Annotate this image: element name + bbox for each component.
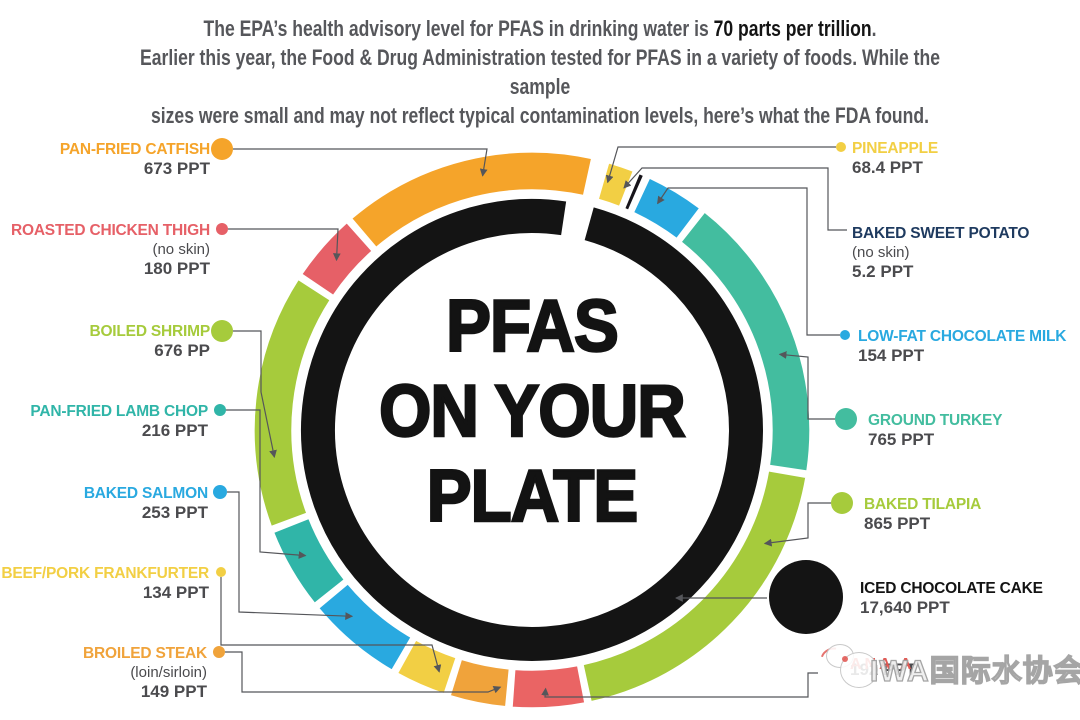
ring-segment-broiled_steak: [449, 658, 511, 708]
label-baked_salmon: BAKED SALMON 253 PPT: [84, 484, 208, 522]
food-value: 865 PPT: [864, 514, 931, 533]
header-line-3: sizes were small and may not reflect typ…: [151, 103, 929, 128]
value-dot-baked_tilapia: [831, 492, 853, 514]
leader-line-chicken_thigh: [228, 228, 341, 262]
watermark-text: IWA国际水协会: [869, 654, 1080, 688]
ring-segment-baked_salmon: [317, 582, 413, 672]
food-value: 68.4 PPT: [852, 158, 923, 177]
ring-segment-ground_turkey: [680, 211, 811, 472]
food-name: BROILED STEAK: [83, 645, 207, 662]
food-value: 253 PPT: [141, 503, 208, 522]
food-value: 5.2 PPT: [852, 262, 914, 281]
leader-line-obscured: [541, 672, 818, 698]
header-text: The EPA’s health advisory level for PFAS…: [119, 14, 961, 130]
leader-line-broiled_steak: [225, 651, 502, 694]
label-broiled_steak: BROILED STEAK (loin/sirloin) 149 PPT: [83, 644, 207, 701]
label-cake: ICED CHOCOLATE CAKE 17,640 PPT: [860, 579, 1043, 617]
food-value: 180 PPT: [143, 259, 210, 278]
ring-segment-obscured: [511, 664, 586, 709]
value-dot-chicken_thigh: [216, 223, 228, 235]
food-value: 673 PPT: [143, 159, 210, 178]
leader-line-frankfurter: [220, 577, 442, 673]
value-dot-frankfurter: [216, 567, 226, 577]
leader-line-chocolate_milk: [657, 187, 840, 336]
header-line-1: The EPA’s health advisory level for PFAS…: [203, 16, 877, 41]
label-sweet_potato: BAKED SWEET POTATO (no skin) 5.2 PPT: [852, 224, 1029, 281]
infographic-title: PFAS ON YOUR PLATE: [348, 284, 716, 539]
food-value: 134 PPT: [142, 583, 209, 602]
leader-line-lamb_chop: [226, 409, 307, 559]
title-line-1: PFAS: [445, 285, 620, 369]
value-dot-baked_salmon: [213, 485, 227, 499]
value-dot-ground_turkey: [835, 408, 857, 430]
ring-segment-frankfurter: [396, 639, 458, 695]
food-value: 149 PPT: [140, 682, 207, 701]
ring-segment-chocolate_milk: [632, 177, 701, 240]
food-value: 17,640 PPT: [860, 598, 950, 617]
title-line-3: PLATE: [426, 455, 640, 539]
value-dot-pineapple: [836, 142, 846, 152]
value-dot-broiled_steak: [213, 646, 225, 658]
watermark-logo-red-dot: [842, 656, 848, 662]
label-baked_tilapia: BAKED TILAPIA 865 PPT: [864, 495, 981, 533]
label-catfish: PAN-FRIED CATFISH 673 PPT: [60, 140, 210, 178]
header-line-2: Earlier this year, the Food & Drug Admin…: [140, 45, 940, 99]
label-frankfurter: BEEF/PORK FRANKFURTER 134 PPT: [1, 564, 209, 602]
label-boiled_shrimp: BOILED SHRIMP 676 PP: [89, 322, 210, 360]
label-lamb_chop: PAN-FRIED LAMB CHOP 216 PPT: [30, 402, 208, 440]
food-sub: (loin/sirloin): [130, 664, 207, 681]
leader-line-baked_tilapia: [763, 502, 831, 547]
header-bold-value: 70 parts per trillion: [713, 16, 872, 41]
ring-segment-pineapple: [597, 161, 635, 208]
food-name: BOILED SHRIMP: [89, 323, 210, 340]
ring-segment-lamb_chop: [272, 517, 346, 605]
food-name: PAN-FRIED CATFISH: [59, 141, 210, 158]
value-dot-cake: [769, 560, 843, 634]
value-dot-chocolate_milk: [840, 330, 850, 340]
food-name: BAKED SWEET POTATO: [852, 225, 1030, 242]
ring-segment-baked_tilapia: [582, 469, 807, 703]
label-chocolate_milk: LOW-FAT CHOCOLATE MILK 154 PPT: [858, 327, 1066, 365]
leader-line-ground_turkey: [778, 351, 835, 420]
label-ground_turkey: GROUND TURKEY 765 PPT: [868, 411, 1003, 449]
food-value: 676 PP: [154, 341, 210, 360]
leader-line-boiled_shrimp: [233, 330, 277, 459]
value-dot-lamb_chop: [214, 404, 226, 416]
label-chicken_thigh: ROASTED CHICKEN THIGH (no skin) 180 PPT: [11, 221, 210, 278]
ring-segment-catfish: [350, 151, 593, 249]
inner-black-ring-cake: [301, 199, 763, 661]
leader-line-catfish: [233, 148, 488, 177]
food-name: ROASTED CHICKEN THIGH: [10, 222, 210, 239]
leader-line-baked_salmon: [227, 491, 354, 620]
food-value: 216 PPT: [141, 421, 208, 440]
food-name: BEEF/PORK FRANKFURTER: [1, 565, 209, 582]
food-name: BAKED SALMON: [83, 485, 208, 502]
ring-segment-sweet_potato: [623, 172, 645, 212]
food-name: GROUND TURKEY: [868, 412, 1003, 429]
ring-segment-boiled_shrimp: [253, 278, 332, 528]
food-value: 154 PPT: [858, 346, 925, 365]
leader-line-sweet_potato: [623, 167, 847, 231]
food-name: LOW-FAT CHOCOLATE MILK: [858, 328, 1067, 345]
food-name: PINEAPPLE: [852, 140, 939, 157]
leader-line-pineapple: [605, 146, 836, 184]
food-sub: (no skin): [852, 244, 910, 261]
label-pineapple: PINEAPPLE 68.4 PPT: [852, 139, 938, 177]
value-dot-catfish: [211, 138, 233, 160]
food-name: ICED CHOCOLATE CAKE: [860, 580, 1043, 597]
food-name: PAN-FRIED LAMB CHOP: [30, 403, 208, 420]
title-line-2: ON YOUR: [378, 370, 687, 454]
watermark: IWA国际水协会: [812, 638, 1080, 702]
food-sub: (no skin): [152, 241, 210, 258]
food-value: 765 PPT: [868, 430, 935, 449]
food-name: BAKED TILAPIA: [864, 496, 982, 513]
value-dot-boiled_shrimp: [211, 320, 233, 342]
